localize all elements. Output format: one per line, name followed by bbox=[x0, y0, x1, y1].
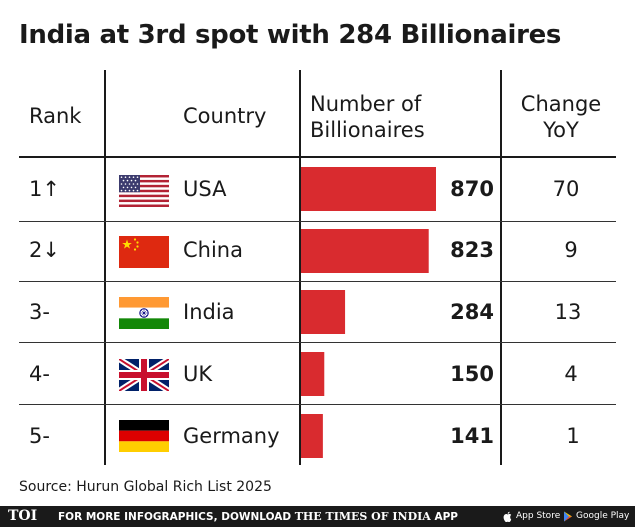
change-yoy: 1 bbox=[566, 424, 580, 448]
header-divider bbox=[19, 156, 616, 158]
app-store-label: App Store bbox=[516, 511, 561, 521]
country-cell: USA bbox=[183, 177, 227, 201]
row-divider-2 bbox=[19, 281, 616, 282]
bar-india bbox=[301, 290, 346, 334]
bar-usa bbox=[301, 167, 436, 211]
billionaire-count: 141 bbox=[450, 424, 494, 448]
country-cell: China bbox=[183, 238, 243, 262]
header-change-line1: Change bbox=[520, 92, 602, 116]
rank-cell: 3- bbox=[29, 300, 50, 324]
google-play-button[interactable]: Google Play bbox=[563, 510, 629, 523]
rank-cell: 2↓ bbox=[29, 238, 60, 262]
rank-cell: 5- bbox=[29, 424, 50, 448]
promo-suffix: APP bbox=[434, 511, 459, 523]
footer-banner[interactable]: TOI FOR MORE INFOGRAPHICS, DOWNLOAD THE … bbox=[0, 506, 635, 527]
promo-prefix: FOR MORE INFOGRAPHICS, DOWNLOAD bbox=[58, 511, 292, 523]
change-yoy: 4 bbox=[564, 362, 578, 386]
column-divider-3 bbox=[500, 70, 502, 465]
bar-uk bbox=[301, 352, 325, 396]
billionaire-count: 870 bbox=[450, 177, 494, 201]
country-cell: Germany bbox=[183, 424, 280, 448]
google-play-icon bbox=[564, 511, 572, 522]
app-store-button[interactable]: App Store bbox=[503, 510, 560, 523]
bar-germany bbox=[301, 414, 323, 458]
promo-brand: THE TIMES OF INDIA bbox=[294, 510, 431, 523]
uk-flag-icon bbox=[119, 359, 169, 391]
google-play-label: Google Play bbox=[576, 511, 630, 521]
header-number-line2: Billionaires bbox=[310, 118, 425, 142]
source-note: Source: Hurun Global Rich List 2025 bbox=[19, 479, 272, 495]
toi-logo: TOI bbox=[8, 508, 38, 524]
bar-china bbox=[301, 229, 429, 273]
change-yoy: 13 bbox=[554, 300, 582, 324]
rank-cell: 1↑ bbox=[29, 177, 60, 201]
header-number-line1: Number of bbox=[310, 92, 422, 116]
header-change-line2: YoY bbox=[543, 118, 579, 142]
header-country: Country bbox=[183, 104, 267, 128]
billionaire-count: 150 bbox=[450, 362, 494, 386]
germany-flag-icon bbox=[119, 420, 169, 452]
rank-cell: 4- bbox=[29, 362, 50, 386]
billionaire-count: 823 bbox=[450, 238, 494, 262]
change-yoy: 70 bbox=[552, 177, 580, 201]
row-divider-3 bbox=[19, 342, 616, 343]
country-cell: UK bbox=[183, 362, 213, 386]
india-flag-icon bbox=[119, 297, 169, 329]
usa-flag-icon bbox=[119, 175, 169, 207]
chart-title: India at 3rd spot with 284 Billionaires bbox=[19, 20, 562, 50]
column-divider-2 bbox=[299, 70, 301, 465]
header-rank: Rank bbox=[29, 104, 82, 128]
download-promo[interactable]: FOR MORE INFOGRAPHICS, DOWNLOAD THE TIME… bbox=[58, 510, 458, 524]
column-divider-1 bbox=[104, 70, 106, 465]
country-cell: India bbox=[183, 300, 235, 324]
row-divider-4 bbox=[19, 404, 616, 405]
row-divider-1 bbox=[19, 221, 616, 222]
change-yoy: 9 bbox=[564, 238, 578, 262]
billionaire-count: 284 bbox=[450, 300, 494, 324]
china-flag-icon bbox=[119, 236, 169, 268]
apple-icon bbox=[503, 511, 512, 522]
